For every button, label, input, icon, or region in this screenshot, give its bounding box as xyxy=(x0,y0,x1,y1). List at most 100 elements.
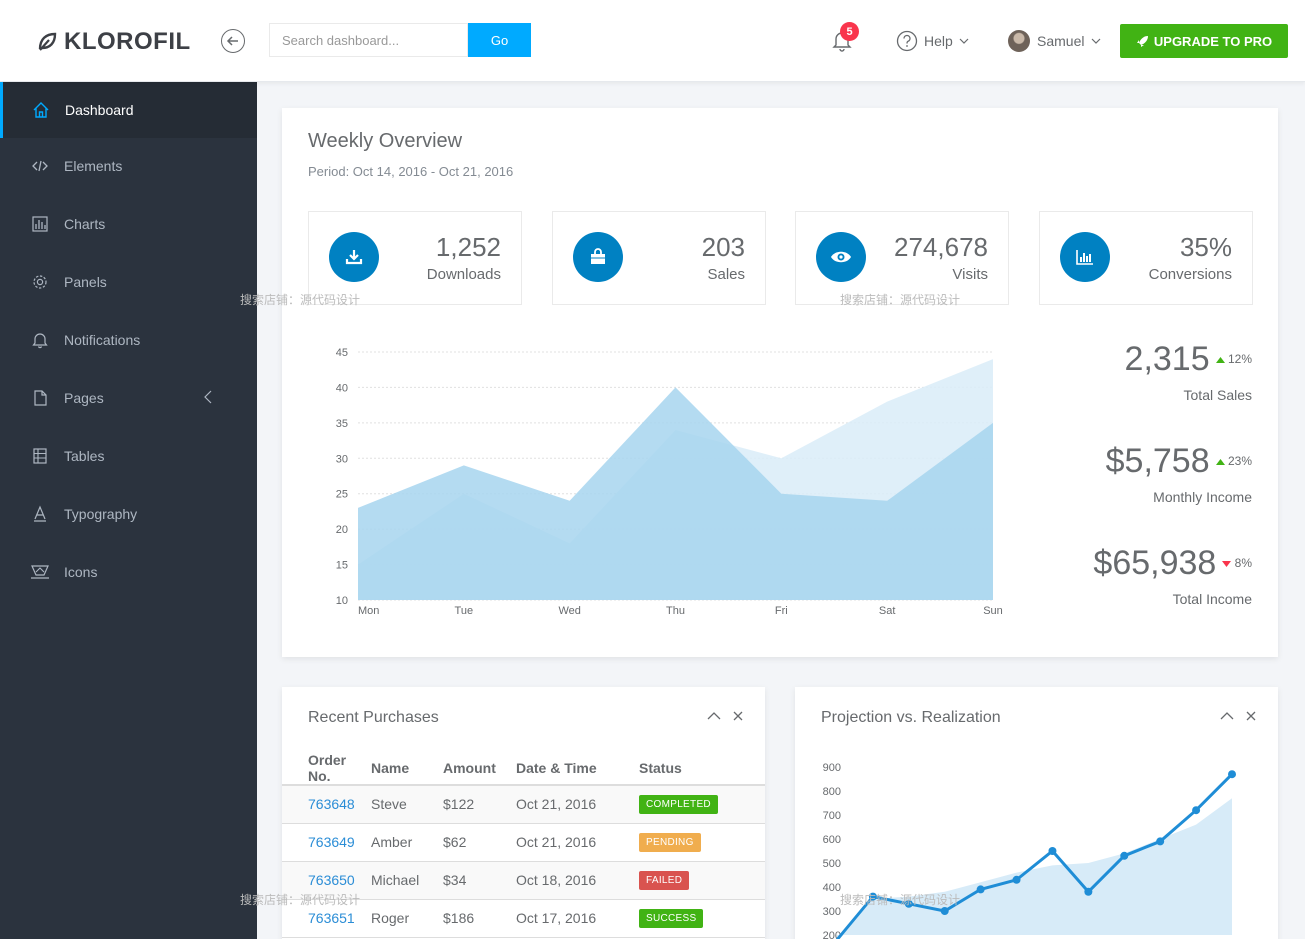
sidebar-item-label: Notifications xyxy=(64,332,141,348)
caret-up-icon xyxy=(1215,459,1225,465)
amount: $122 xyxy=(443,796,475,813)
area-series xyxy=(358,387,993,600)
status-badge: COMPLETED xyxy=(639,795,718,815)
search-form: Go xyxy=(269,23,531,57)
table-cell: FAILED xyxy=(639,861,765,900)
table-header-row: Order No. Name Amount Date & Time Status xyxy=(282,751,765,786)
customer-name: Amber xyxy=(371,834,413,850)
x-tick-label: Sat xyxy=(879,605,896,617)
sidebar-item-tables[interactable]: Tables xyxy=(0,428,257,484)
sidebar-item-label: Pages xyxy=(64,390,104,406)
metric-value: 1,252 xyxy=(435,232,501,262)
y-tick-label: 25 xyxy=(336,489,348,501)
bar-chart-icon xyxy=(1060,232,1110,282)
column-header: Amount xyxy=(443,751,516,786)
sidebar-item-label: Icons xyxy=(64,564,98,580)
sidebar-item-label: Dashboard xyxy=(65,102,134,118)
eye-icon xyxy=(816,232,866,282)
y-tick-label: 35 xyxy=(336,418,348,430)
metric-label: Conversions xyxy=(1148,266,1232,283)
sidebar-item-label: Charts xyxy=(64,216,106,232)
collapse-chevron-up-icon[interactable] xyxy=(1220,711,1234,720)
watermark-text: 搜索店铺：源代码设计 xyxy=(240,893,361,907)
kpi-label: Monthly Income xyxy=(1153,489,1252,505)
help-label: Help xyxy=(924,33,953,49)
y-tick-label: 200 xyxy=(823,930,841,939)
brand-logo[interactable]: KLOROFIL xyxy=(36,28,191,56)
data-point xyxy=(976,885,985,894)
sidebar-item-pages[interactable]: Pages xyxy=(0,370,257,426)
chart-bars-icon xyxy=(30,214,50,234)
column-header: Name xyxy=(371,751,443,786)
close-icon[interactable] xyxy=(733,711,743,721)
y-tick-label: 30 xyxy=(336,453,348,465)
metric-sales: 203 Sales xyxy=(552,211,766,305)
x-tick-label: Fri xyxy=(775,605,788,617)
sidebar-toggle-button[interactable] xyxy=(221,29,245,53)
order-number-link[interactable]: 763650 xyxy=(308,872,355,888)
table-row: 763650 Michael $34 Oct 18, 2016 FAILED xyxy=(282,861,765,900)
search-go-button[interactable]: Go xyxy=(468,23,531,57)
bell-icon xyxy=(30,330,50,350)
sidebar-item-dashboard[interactable]: Dashboard xyxy=(0,82,257,138)
weekly-overview-panel: Weekly Overview Period: Oct 14, 2016 - O… xyxy=(282,108,1278,657)
question-circle-icon xyxy=(896,30,918,52)
y-tick-label: 10 xyxy=(336,595,348,607)
file-icon xyxy=(30,388,50,408)
y-tick-label: 15 xyxy=(336,560,348,572)
table-cell: Steve xyxy=(371,785,443,824)
customer-name: Michael xyxy=(371,872,420,888)
sidebar-item-panels[interactable]: Panels xyxy=(0,254,257,310)
kpi-label: Total Sales xyxy=(1183,387,1252,403)
kpi-value: $65,938 xyxy=(1093,544,1217,582)
panel-controls xyxy=(707,711,743,721)
upgrade-label: UPGRADE TO PRO xyxy=(1153,33,1273,49)
data-point xyxy=(1012,875,1021,884)
data-point xyxy=(1084,887,1093,896)
order-number-link[interactable]: 763649 xyxy=(308,834,355,850)
sidebar-item-label: Elements xyxy=(64,158,123,174)
user-menu[interactable]: Samuel xyxy=(1008,0,1101,82)
collapse-chevron-up-icon[interactable] xyxy=(707,711,721,720)
panel-title: Projection vs. Realization xyxy=(821,709,1001,726)
y-tick-label: 500 xyxy=(823,858,841,870)
kpi-value: $5,758 xyxy=(1105,442,1210,480)
data-point xyxy=(1156,837,1165,846)
help-menu[interactable]: Help xyxy=(896,0,969,82)
y-tick-label: 300 xyxy=(823,906,841,918)
table-row: 763651 Roger $186 Oct 17, 2016 SUCCESS xyxy=(282,899,765,938)
sidebar-item-icons[interactable]: Icons xyxy=(0,544,257,600)
table-cell: $186 xyxy=(443,899,516,938)
search-input[interactable] xyxy=(269,23,468,57)
cog-icon xyxy=(30,272,50,292)
kpi-total-income: $65,938 8% Total Income xyxy=(1093,544,1252,607)
sidebar-item-elements[interactable]: Elements xyxy=(0,138,257,194)
table-cell: Roger xyxy=(371,899,443,938)
x-tick-label: Mon xyxy=(358,605,379,617)
data-point xyxy=(1120,851,1129,860)
notifications-button[interactable]: 5 xyxy=(832,0,859,82)
sidebar-item-typography[interactable]: Typography xyxy=(0,486,257,542)
projection-vs-realization-panel: Projection vs. Realization 200 300 400 500 6… xyxy=(795,687,1278,939)
upgrade-to-pro-button[interactable]: UPGRADE TO PRO xyxy=(1120,24,1288,58)
column-header: Date & Time xyxy=(516,751,639,786)
kpi-change: 12% xyxy=(1215,352,1252,366)
sidebar-item-label: Panels xyxy=(64,274,107,290)
data-point xyxy=(940,907,949,915)
table-cell: PENDING xyxy=(639,823,765,862)
leaf-icon xyxy=(38,32,57,51)
sidebar-item-label: Tables xyxy=(64,448,105,464)
customer-name: Steve xyxy=(371,796,407,813)
column-header: Order No. xyxy=(282,751,371,786)
order-number-link[interactable]: 763651 xyxy=(308,910,355,926)
date-time: Oct 18, 2016 xyxy=(516,872,597,888)
y-tick-label: 40 xyxy=(336,382,348,394)
sidebar-item-charts[interactable]: Charts xyxy=(0,196,257,252)
order-number-link[interactable]: 763648 xyxy=(308,796,355,813)
linearicons-icon xyxy=(30,562,50,582)
brand-name: KLOROFIL xyxy=(64,28,191,55)
close-icon[interactable] xyxy=(1246,711,1256,721)
metric-downloads: 1,252 Downloads xyxy=(308,211,522,305)
sidebar-item-notifications[interactable]: Notifications xyxy=(0,312,257,368)
metric-label: Visits xyxy=(952,266,988,283)
